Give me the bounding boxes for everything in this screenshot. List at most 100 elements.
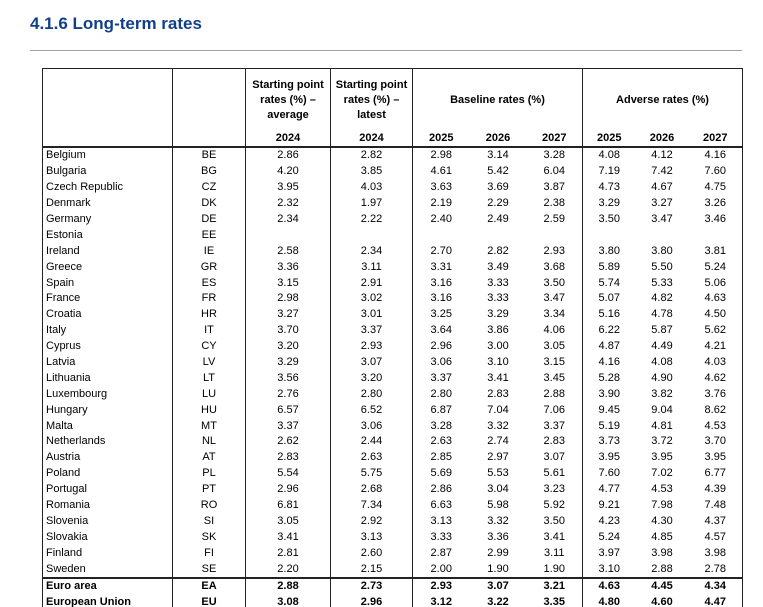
country-code: DK [172,195,246,212]
table-row: Poland PL 5.54 5.75 5.69 5.53 5.61 7.60 7.02 6.77 [43,465,743,482]
rate-cell [330,227,413,244]
rate-cell: 3.15 [543,356,565,369]
rate-cell: 3.41 [543,530,565,543]
rate-cell: 4.50 [704,308,726,321]
rate-cell: 3.33 [487,276,509,289]
rate-cell: 4.81 [651,419,673,432]
rate-cell: 4.16 [582,354,636,371]
rate-cell: 4.06 [543,324,565,337]
rate-cell: 4.23 [582,513,636,530]
country-name: Hungary [46,403,88,416]
rate-cell: 2.68 [330,481,413,498]
country-name: Spain [46,276,75,289]
rate-cell: 7.48 [704,499,726,512]
country-code: BG [172,163,246,180]
rate-cell: 5.89 [582,259,636,276]
rate-cell: 2.96 [245,481,331,498]
table-row: Luxembourg LU 2.76 2.80 2.80 2.83 2.88 3.90 3.82… [43,386,743,403]
rate-cell: 2.59 [543,213,565,225]
rate-cell: 3.16 [412,275,470,292]
rate-cell: 3.00 [487,340,509,353]
rate-cell: 2.92 [330,513,413,530]
rate-cell: 4.47 [704,596,726,607]
rate-cell: 3.29 [245,354,331,371]
rate-cell: 2.97 [487,451,509,464]
rate-cell: 4.08 [651,356,673,369]
rate-cell: 3.34 [543,308,565,321]
column-group-header: Baseline rates (%) [412,68,583,131]
rate-cell: 3.22 [487,596,509,607]
year-header: 2027 [688,131,743,148]
rate-cell: 3.01 [330,306,413,323]
rate-cell: 4.53 [704,419,726,432]
rate-cell: 4.63 [704,292,726,305]
rate-cell: 5.69 [412,465,470,482]
country-name: Slovakia [46,530,88,543]
rate-cell: 3.72 [651,435,673,448]
rate-cell: 3.15 [245,275,331,292]
rate-cell: 2.81 [245,545,331,562]
table-row: Lithuania LT 3.56 3.20 3.37 3.41 3.45 5.28 4.90 4… [43,370,743,387]
rate-cell: 1.90 [543,562,565,575]
rate-cell: 3.64 [412,322,470,339]
country-name: Estonia [46,228,83,241]
column-group-header: Adverse rates (%) [582,68,743,131]
rate-cell: 2.49 [487,213,509,225]
rate-cell: 5.61 [543,467,565,480]
rate-cell: 3.10 [582,561,636,579]
rate-cell: 3.26 [704,197,726,210]
rate-cell: 7.34 [330,497,413,514]
rate-cell: 2.70 [412,243,470,260]
rate-cell: 3.37 [245,418,331,435]
rate-cell [245,227,331,244]
rate-cell: 3.32 [487,514,509,527]
country-name: Portugal [46,483,87,496]
country-code: LT [172,370,246,387]
rate-cell: 4.03 [330,179,413,196]
country-name: Luxembourg [46,387,108,400]
rate-cell: 3.69 [487,181,509,194]
rate-cell: 4.61 [412,163,470,180]
country-code: DE [172,211,246,228]
year-header: 2026 [469,131,527,148]
rate-cell: 3.06 [330,418,413,435]
rate-cell: 7.04 [487,403,509,416]
rate-cell: 3.47 [543,292,565,305]
rate-cell: 3.27 [245,306,331,323]
table-row: Italy IT 3.70 3.37 3.64 3.86 4.06 6.22 5.87 5.62 [43,322,743,339]
rate-cell: 3.85 [330,163,413,180]
table-row: Greece GR 3.36 3.11 3.31 3.49 3.68 5.89 5.50 5.24 [43,259,743,276]
rate-cell: 3.41 [487,371,509,384]
rate-cell: 4.78 [651,308,673,321]
rate-cell: 3.70 [704,435,726,448]
rate-cell: 2.60 [330,545,413,562]
rate-cell: 3.11 [543,546,565,559]
rate-cell: 2.78 [704,562,726,575]
rate-cell: 4.63 [582,577,636,595]
country-name: Bulgaria [46,165,87,178]
table-row: Croatia HR 3.27 3.01 3.25 3.29 3.34 5.16 4.78 4.5… [43,306,743,323]
rate-cell: 4.21 [704,340,726,353]
rate-cell: 3.11 [330,259,413,276]
table-row: Denmark DK 2.32 1.97 2.19 2.29 2.38 3.29 3.27 3.2… [43,195,743,212]
rate-cell: 3.36 [245,259,331,276]
rate-cell: 5.98 [487,499,509,512]
rate-cell: 5.24 [582,529,636,546]
rate-cell: 2.62 [245,434,331,450]
table-row: France FR 2.98 3.02 3.16 3.33 3.47 5.07 4.82 4.63 [43,291,743,307]
rate-cell [582,227,636,244]
section-title: 4.1.6 Long-term rates [30,14,202,33]
rate-cell: 3.37 [543,419,565,432]
rate-cell: 5.50 [651,260,673,273]
rates-table: Starting point rates (%) – average Start… [42,68,743,607]
rate-cell: 5.24 [704,260,726,273]
rate-cell: 3.95 [582,449,636,466]
rate-cell: 4.75 [704,181,726,194]
rate-cell: 7.60 [582,465,636,482]
rate-cell: 4.16 [704,149,726,162]
country-name: Denmark [46,197,91,210]
rate-cell: 2.85 [412,449,470,466]
country-name: Latvia [46,356,76,369]
country-name: Euro area [42,577,173,595]
